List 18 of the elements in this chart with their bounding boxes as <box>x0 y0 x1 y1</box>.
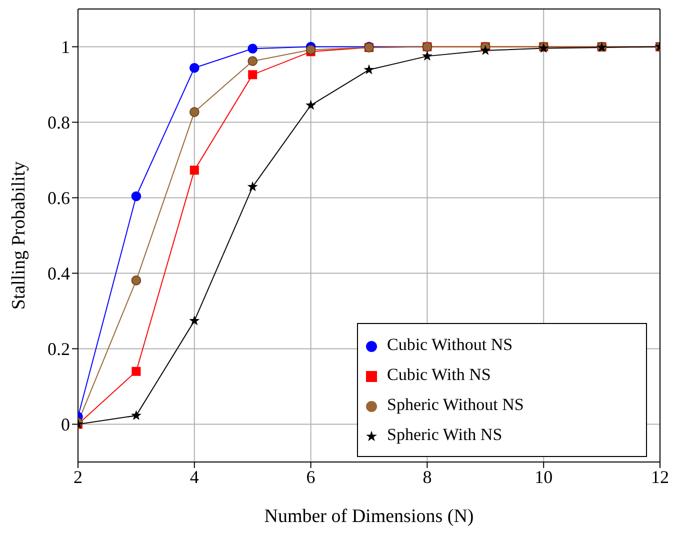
y-axis-title: Stalling Probability <box>8 160 30 310</box>
x-tick-label: 12 <box>651 466 669 487</box>
y-tick-label: 0 <box>61 414 70 435</box>
y-tick-label: 0.2 <box>48 339 70 360</box>
legend-label: Cubic With NS <box>387 365 491 384</box>
y-tick-label: 0.6 <box>48 188 70 208</box>
y-tick-label: 1 <box>61 37 70 58</box>
x-tick-label: 6 <box>306 466 316 487</box>
y-tick-label: 0.8 <box>48 112 70 133</box>
legend-label: Cubic Without NS <box>387 335 513 354</box>
legend-label: Spheric Without NS <box>387 395 524 414</box>
x-axis-title: Number of Dimensions (N) <box>264 506 474 527</box>
x-tick-label: 8 <box>422 466 432 487</box>
x-tick-label: 4 <box>190 466 199 487</box>
x-tick-label: 10 <box>534 466 553 487</box>
y-tick-label: 0.4 <box>48 264 70 284</box>
x-tick-label: 2 <box>74 466 82 487</box>
legend-label: Spheric With NS <box>387 425 502 444</box>
